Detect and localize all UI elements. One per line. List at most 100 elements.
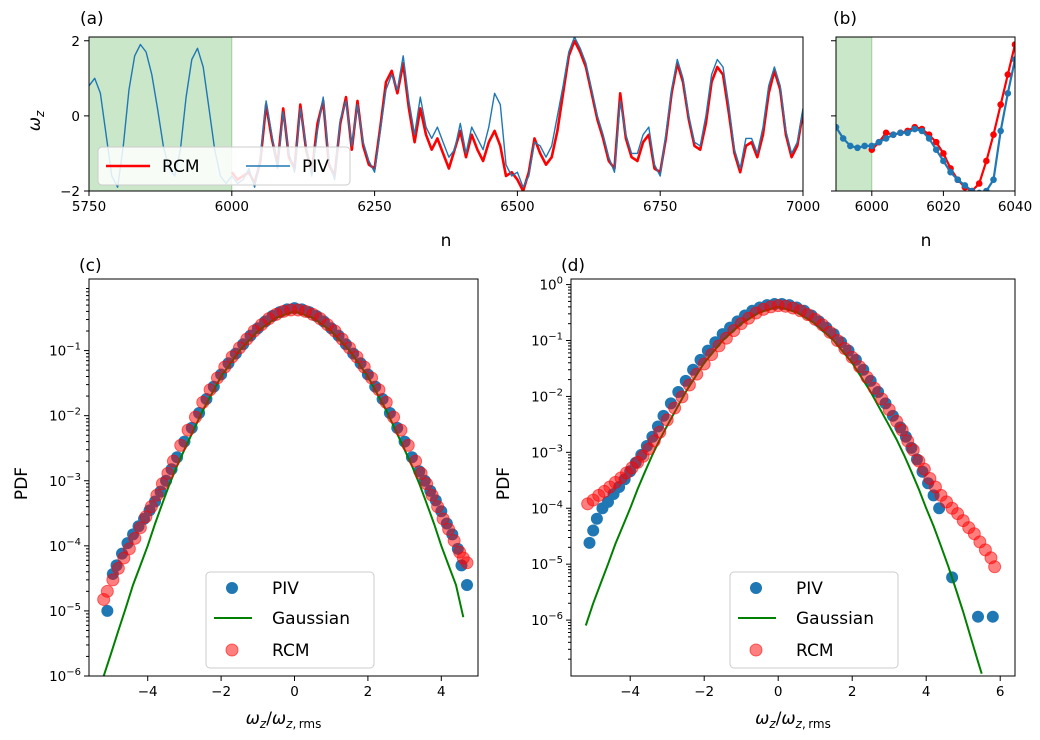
data-point-rcm [705,348,719,362]
y-tick-label: 10−5 [49,602,81,620]
legend-box [97,146,351,186]
data-point-rcm [668,401,682,415]
data-point-piv [861,142,868,150]
data-point-rcm [128,531,142,545]
data-point-rcm [188,410,202,424]
data-point-rcm [225,350,239,364]
legend-box [205,571,375,669]
data-point-rcm [133,521,147,535]
data-point-rcm [932,138,940,146]
data-point-piv [904,129,911,137]
legend: PIV Gaussian RCM [205,571,375,669]
data-point-rcm [983,157,990,165]
y-tick-label: 10−6 [531,611,563,629]
legend: RCM PIV [97,146,351,186]
legend-label-rcm: RCM [162,157,200,177]
y-tick-label: 100 [539,276,563,294]
data-point-rcm [210,371,224,385]
data-point-piv [897,129,904,137]
data-point-rcm [379,395,393,409]
data-point-rcm [447,534,461,548]
data-point-piv [460,579,473,592]
data-point-rcm [1011,41,1015,48]
data-point-rcm [906,443,920,457]
panel-label: (d) [561,256,585,276]
data-point-rcm [155,477,169,491]
data-point-piv [918,127,926,135]
data-point-rcm [100,584,114,598]
x-axis-label: ωz​/ωz, rms​ [755,709,831,731]
legend-swatch-piv [226,582,238,594]
data-point-rcm [823,325,837,339]
data-point-piv [954,176,962,184]
x-tick-label: −2 [694,684,714,700]
data-point-rcm [867,381,881,395]
legend-label-piv: PIV [272,579,299,599]
x-axis-label: ωz​/ωz, rms​ [246,709,322,731]
x-tick-label: 2 [364,684,373,700]
data-point-piv [986,610,999,623]
legend-label-piv: PIV [302,157,329,177]
data-point-piv [961,182,969,189]
data-point-rcm [882,403,896,417]
data-point-piv [583,536,596,549]
data-point-piv [854,144,861,152]
data-point-rcm [653,425,667,439]
data-point-piv [836,123,840,131]
data-point-piv [889,131,897,138]
panel-label: (b) [833,9,857,29]
data-point-rcm [181,423,195,437]
plot-area [89,37,803,191]
data-point-rcm [350,350,364,364]
data-point-rcm [436,512,450,526]
data-point-piv [868,142,876,150]
x-tick-label: 6750 [643,199,677,215]
data-point-piv [590,512,603,525]
x-tick-label: 4 [437,684,446,700]
data-point-piv [847,142,854,150]
data-point-piv [1004,90,1012,97]
data-point-piv [875,138,883,146]
data-point-rcm [414,466,428,480]
x-tick-label: 6000 [215,199,249,215]
data-point-rcm [122,542,136,556]
data-point-piv [940,157,947,165]
x-tick-label: 6500 [500,199,534,215]
x-tick-label: 2 [848,684,857,700]
panel-c: −4 −2 0 2 4 10−6 10−5 10−4 10−3 10−2 10−1 ωz​/ωz, r… [12,256,479,731]
y-axis-label: ωz​ [25,110,47,131]
data-point-piv [1011,56,1015,63]
data-point-rcm [431,500,445,514]
data-point-piv [983,187,990,191]
y-tick-label: 2 [71,34,80,50]
data-point-piv [968,187,976,191]
data-point-rcm [328,324,342,338]
data-point-rcm [174,438,188,452]
data-point-rcm [675,390,689,404]
legend-label-rcm: RCM [272,641,310,661]
panel-a: 5750 6000 6250 6500 6750 7000 −2 0 2 n ωz​ (a) RCM PI… [25,9,820,251]
series-line-piv [89,37,803,188]
y-axis-label: PDF [12,467,32,500]
data-point-rcm [144,500,158,514]
data-point-rcm [882,129,890,137]
legend-swatch-rcm [225,643,239,657]
data-point-rcm [1004,71,1012,78]
data-point-rcm [401,438,415,452]
data-point-rcm [420,477,434,491]
data-point-rcm [166,454,180,468]
data-point-piv [947,168,954,176]
axes-frame [88,278,479,677]
x-axis-label: n [441,231,452,251]
data-point-rcm [111,561,125,575]
data-point-rcm [161,466,175,480]
axes-frame [88,36,804,192]
data-point-piv [925,135,933,142]
shaded-region [835,36,873,192]
x-tick-label: 6 [996,684,1005,700]
data-point-rcm [690,367,704,381]
data-point-rcm [990,131,997,138]
axes-frame [570,278,1016,677]
data-point-rcm [335,332,349,346]
